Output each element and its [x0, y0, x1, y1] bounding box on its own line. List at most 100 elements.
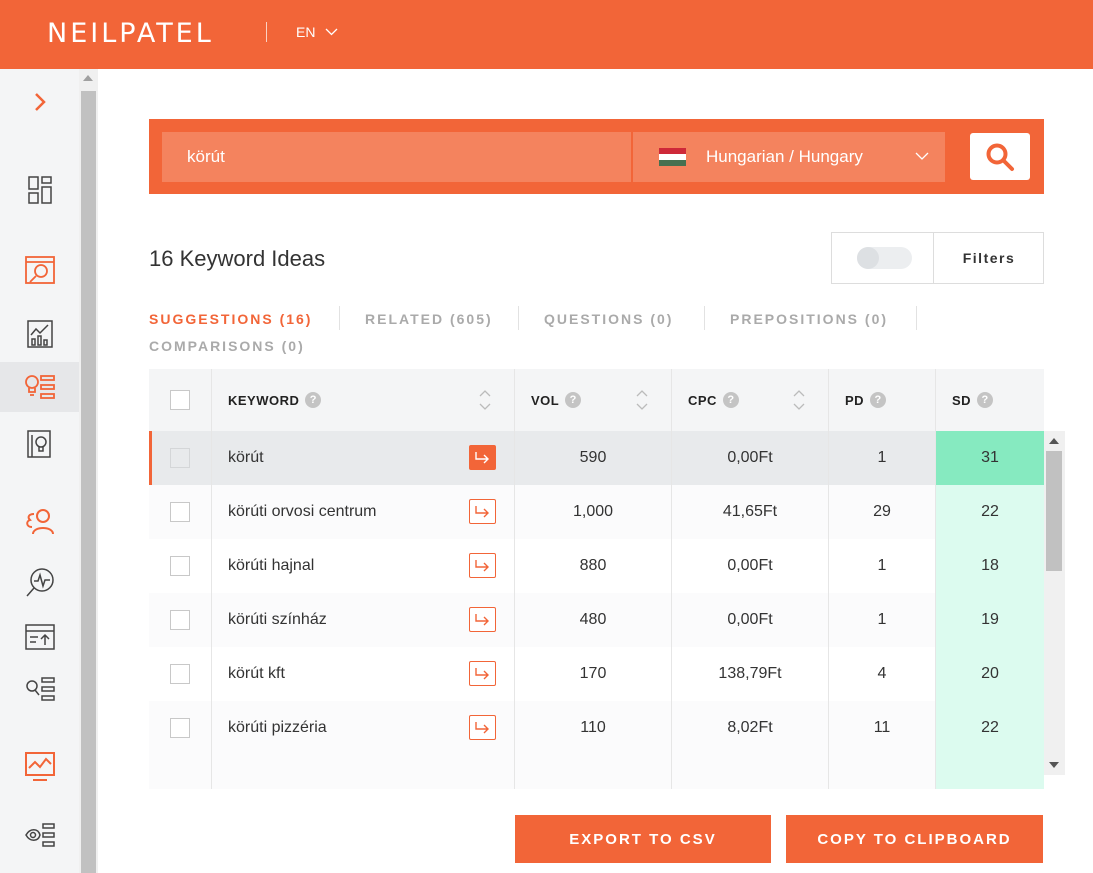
sidebar-expand-button[interactable] [0, 77, 79, 127]
vol-cell: 1,000 [572, 503, 614, 520]
scroll-down-arrow-icon[interactable] [1049, 762, 1059, 768]
tab-comparisons[interactable]: COMPARISONS (0) [149, 338, 305, 354]
scrollbar-thumb[interactable] [81, 91, 96, 873]
sort-icon[interactable] [792, 387, 806, 413]
language-location-select[interactable]: Hungarian / Hungary [633, 132, 945, 182]
help-icon[interactable]: ? [722, 392, 739, 408]
tab-related[interactable]: RELATED (605) [365, 311, 493, 327]
table-row[interactable]: körút 590 0,00Ft 1 31 [149, 431, 1044, 485]
keyword-cell[interactable]: körút [228, 449, 264, 466]
help-icon[interactable]: ? [977, 392, 994, 408]
sidebar-item-analytics[interactable] [0, 742, 79, 792]
table-scrollbar[interactable] [1044, 431, 1065, 775]
keyword-cell[interactable]: körút kft [228, 665, 285, 682]
neilpatel-logo[interactable]: NEILPATEL [47, 18, 214, 49]
pd-cell: 1 [877, 449, 887, 466]
vol-cell: 590 [579, 449, 607, 466]
sidebar-item-backlinks[interactable] [0, 496, 79, 546]
tab-suggestions[interactable]: SUGGESTIONS (16) [149, 311, 313, 327]
open-keyword-button[interactable] [469, 445, 496, 470]
pd-cell: 4 [877, 665, 887, 682]
open-keyword-button[interactable] [469, 607, 496, 632]
column-header-sd: SD ? [952, 369, 994, 431]
top-header: NEILPATEL EN [0, 0, 1093, 69]
column-divider [211, 647, 212, 701]
dashboard-icon [27, 176, 52, 204]
open-keyword-button[interactable] [469, 553, 496, 578]
row-checkbox[interactable] [170, 556, 190, 576]
header-divider [266, 22, 267, 42]
active-row-marker [149, 431, 152, 485]
tab-divider [339, 306, 340, 330]
tab-questions[interactable]: QUESTIONS (0) [544, 311, 674, 327]
scrollbar-thumb[interactable] [1046, 451, 1062, 571]
sidebar-item-keyword-list[interactable] [0, 665, 79, 715]
sidebar-item-dashboard[interactable] [0, 165, 79, 215]
arrow-right-icon [474, 559, 491, 572]
help-icon[interactable]: ? [870, 392, 887, 408]
search-panel: Hungarian / Hungary [149, 119, 1044, 194]
sort-icon[interactable] [635, 387, 649, 413]
arrow-right-icon [474, 505, 491, 518]
keyword-search-input[interactable] [162, 132, 631, 182]
column-divider [828, 539, 829, 593]
table-row[interactable]: körút kft 170 138,79Ft 4 20 [149, 647, 1044, 701]
column-divider [828, 755, 829, 789]
open-keyword-button[interactable] [469, 715, 496, 740]
vol-header-label: VOL [531, 392, 560, 408]
help-icon[interactable]: ? [305, 392, 322, 408]
tab-divider [704, 306, 705, 330]
vol-cell: 480 [579, 611, 607, 628]
table-row[interactable]: körúti orvosi centrum 1,000 41,65Ft 29 22 [149, 485, 1044, 539]
cpc-cell: 8,02Ft [727, 719, 773, 736]
sidebar-item-rank-tracking[interactable] [0, 558, 79, 608]
row-checkbox[interactable] [170, 502, 190, 522]
open-keyword-button[interactable] [469, 661, 496, 686]
row-select-cell [170, 539, 190, 593]
table-row[interactable]: körúti pizzéria 110 8,02Ft 11 22 [149, 701, 1044, 755]
chevron-down-icon [325, 28, 338, 36]
row-select-cell [170, 647, 190, 701]
filters-toggle[interactable] [857, 247, 912, 269]
keyword-cell[interactable]: körúti színház [228, 611, 327, 628]
cpc-header-label: CPC [688, 392, 717, 408]
export-to-csv-button[interactable]: EXPORT TO CSV [515, 815, 771, 863]
sidebar-scrollbar[interactable] [79, 69, 98, 873]
column-divider [211, 701, 212, 755]
filters-button[interactable]: Filters [962, 250, 1016, 266]
help-icon[interactable]: ? [565, 392, 582, 408]
language-selector[interactable]: EN [296, 24, 338, 40]
table-row[interactable]: körúti hajnal 880 0,00Ft 1 18 [149, 539, 1044, 593]
select-all-checkbox[interactable] [170, 390, 190, 410]
keyword-cell[interactable]: körúti hajnal [228, 557, 315, 574]
column-divider [935, 485, 936, 539]
row-checkbox[interactable] [170, 610, 190, 630]
sidebar-item-content-ideas[interactable] [0, 419, 79, 469]
sidebar-item-site-audit[interactable] [0, 245, 79, 295]
keyword-cell[interactable]: körúti orvosi centrum [228, 503, 377, 520]
hungary-flag-icon [659, 147, 686, 167]
sort-icon[interactable] [478, 387, 492, 413]
search-button[interactable] [970, 133, 1030, 180]
sidebar-item-traffic-analyzer[interactable] [0, 309, 79, 359]
vol-cell: 880 [579, 557, 607, 574]
row-checkbox[interactable] [170, 664, 190, 684]
content-ideas-icon [26, 430, 51, 458]
sidebar-item-site-upload[interactable] [0, 612, 79, 662]
open-keyword-button[interactable] [469, 499, 496, 524]
keyword-cell[interactable]: körúti pizzéria [228, 719, 327, 736]
scroll-up-arrow-icon[interactable] [1049, 438, 1059, 444]
row-checkbox[interactable] [170, 718, 190, 738]
tab-prepositions[interactable]: PREPOSITIONS (0) [730, 311, 889, 327]
row-checkbox[interactable] [170, 448, 190, 468]
sidebar-item-view-list[interactable] [0, 810, 79, 860]
filters-divider [933, 233, 934, 283]
sidebar-item-keyword-ideas[interactable] [0, 362, 79, 412]
table-row[interactable]: körúti színház 480 0,00Ft 1 19 [149, 593, 1044, 647]
scroll-up-arrow-icon[interactable] [83, 75, 93, 81]
pd-cell: 29 [873, 503, 891, 520]
pd-header-label: PD [845, 392, 865, 408]
tab-divider [916, 306, 917, 330]
copy-to-clipboard-button[interactable]: COPY TO CLIPBOARD [786, 815, 1043, 863]
column-divider [828, 647, 829, 701]
